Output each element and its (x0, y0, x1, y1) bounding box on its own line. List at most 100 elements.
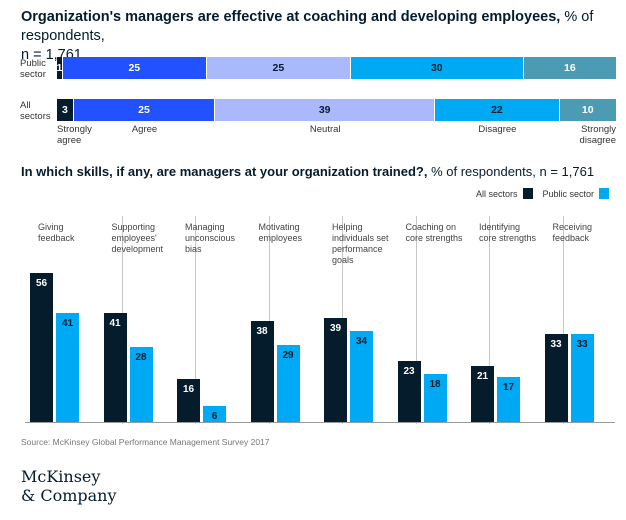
row-label-line2: sector (20, 69, 46, 80)
group-divider (562, 216, 564, 424)
group-label: Coaching on core strengths (406, 222, 463, 244)
chart2-title-rest: % of respondents, n = 1,761 (427, 164, 595, 179)
vertical-bar: 41 (56, 312, 79, 422)
category-label: Neutral (285, 124, 365, 135)
bar-value-label: 29 (282, 349, 294, 361)
bar-value-label: 41 (109, 317, 121, 329)
bar-value-label: 41 (61, 317, 74, 329)
group-divider (268, 216, 270, 424)
group-label-line: Motivating (258, 222, 300, 232)
bar-segment: 1 (56, 57, 63, 79)
vertical-bar: 33 (570, 334, 594, 422)
group-label-line: Supporting (111, 222, 156, 232)
stacked-bar-row: 3 25 39 22 10 (57, 99, 616, 121)
chart1-title-bold: Organization's managers are effective at… (21, 9, 561, 25)
bar-value-label: 38 (256, 325, 268, 337)
vertical-bar: 56 (30, 272, 53, 422)
vertical-bar: 29 (276, 344, 300, 422)
bar-segment: 39 (215, 99, 436, 121)
group-label: Managing unconscious bias (185, 222, 235, 255)
bar-segment: 25 (73, 99, 216, 121)
bar-segment: 3 (57, 99, 74, 121)
logo-line2: & Company (21, 486, 117, 505)
category-label-line1: Disagree (478, 124, 517, 135)
vertical-bar: 38 (250, 320, 274, 422)
group-label-line: feedback (552, 233, 590, 243)
chart-legend: All sectors Public sector (476, 188, 610, 199)
stacked-bar-row: 1 25 25 30 16 (56, 57, 616, 79)
group-label: Receiving feedback (553, 222, 593, 244)
category-label: Disagree (457, 124, 537, 135)
legend-item: All sectors (476, 188, 533, 199)
group-label: Identifying core strengths (479, 222, 536, 244)
category-label-line1: Neutral (309, 124, 341, 135)
group-label: Giving feedback (38, 222, 75, 244)
group-label-line: individuals set (332, 233, 389, 243)
group-label-line: performance (332, 244, 383, 254)
category-label-line2: disagree (579, 135, 616, 146)
category-label: Agree (105, 124, 185, 135)
bar-value-label: 56 (35, 277, 48, 289)
bar-value-label: 23 (403, 365, 415, 377)
logo-line1: McKinsey (21, 467, 101, 486)
chart1-title: Organization's managers are effective at… (21, 8, 621, 65)
category-label-line1: Agree (131, 124, 158, 135)
group-divider (195, 216, 196, 424)
bar-segment: 22 (435, 99, 560, 121)
group-label-line: development (111, 244, 164, 254)
bar-value-label: 21 (476, 371, 489, 382)
group-label-line: bias (185, 244, 202, 254)
vertical-bar: 28 (129, 347, 153, 422)
group-label-line: Coaching on (405, 222, 457, 232)
mckinsey-logo: McKinsey & Company (21, 467, 117, 505)
row-label-line1: All (20, 100, 31, 111)
category-label: Strongly agree (57, 124, 92, 146)
group-label: Motivating employees (259, 222, 303, 244)
x-axis-baseline (25, 422, 615, 423)
bar-segment: 30 (350, 57, 524, 79)
legend-swatch (522, 188, 533, 199)
bar-value-label: 39 (329, 323, 342, 334)
group-label: Supporting employees' development (112, 222, 164, 255)
vertical-bar: 23 (397, 360, 421, 422)
group-label-line: core strengths (405, 233, 463, 243)
bar-value-label: 6 (211, 411, 218, 422)
row-label-line2: sectors (20, 111, 51, 122)
group-label-line: Giving (38, 222, 64, 232)
legend-item: Public sector (543, 188, 610, 199)
chart1-title-rest: % of respondents, (21, 9, 594, 44)
group-label: Helping individuals set performance goals (332, 222, 389, 266)
bar-segment: 25 (62, 57, 207, 79)
vertical-bar: 39 (324, 318, 347, 422)
category-label-line2: agree (57, 135, 82, 146)
bar-value-label: 17 (502, 381, 515, 393)
chart2-title-bold: In which skills, if any, are managers at… (21, 164, 428, 179)
bar-value-label: 18 (429, 379, 441, 390)
bar-value-label: 16 (182, 384, 195, 396)
group-label-line: employees' (111, 233, 157, 243)
vertical-bar: 17 (497, 376, 520, 422)
bar-value-label: 33 (576, 339, 588, 350)
group-divider (415, 216, 417, 424)
vertical-bar: 6 (203, 406, 226, 422)
source-note: Source: McKinsey Global Performance Mana… (21, 437, 270, 447)
group-label-line: employees (258, 233, 303, 243)
category-label-line1: Strongly (581, 124, 616, 135)
group-label-line: unconscious (185, 233, 236, 243)
category-label-line1: Strongly (57, 124, 92, 135)
bar-segment: 25 (206, 57, 351, 79)
vertical-bar: 41 (103, 312, 127, 422)
row-label: Public sector (20, 58, 46, 80)
vertical-bar: 33 (544, 334, 568, 422)
row-label-line1: Public (20, 58, 46, 69)
vertical-bar: 16 (177, 379, 200, 422)
group-divider (489, 216, 490, 424)
vertical-bar: 21 (471, 366, 494, 422)
group-label-line: core strengths (479, 233, 537, 243)
chart2-title: In which skills, if any, are managers at… (21, 163, 621, 180)
bar-value-label: 33 (550, 339, 562, 350)
legend-swatch (599, 188, 610, 199)
row-label: All sectors (20, 100, 51, 122)
group-label-line: Helping (332, 222, 363, 232)
legend-label: All sectors (476, 188, 518, 199)
